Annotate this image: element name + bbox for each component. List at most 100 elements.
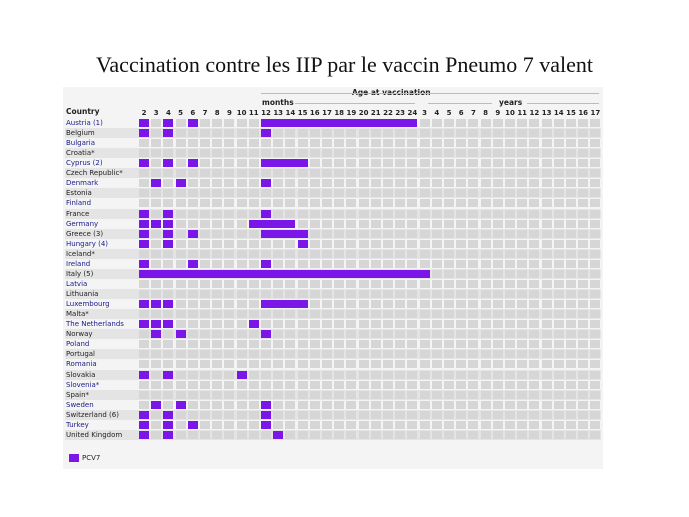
- schedule-cell: [553, 269, 564, 278]
- schedule-cell: [322, 390, 332, 399]
- schedule-cell: [517, 350, 528, 359]
- schedule-cell: [346, 420, 357, 429]
- schedule-cell: [492, 390, 503, 399]
- schedule-cell: [285, 430, 296, 439]
- schedule-cell: [334, 229, 345, 238]
- schedule-cell: [566, 330, 576, 339]
- schedule-cell: [480, 310, 491, 319]
- schedule-cell: [200, 189, 210, 198]
- schedule-cell: [517, 310, 528, 319]
- schedule-cell: [468, 199, 479, 208]
- schedule-cell: [236, 169, 247, 178]
- schedule-cell: [309, 370, 320, 379]
- schedule-cell: [541, 199, 552, 208]
- schedule-cell: [383, 139, 393, 148]
- schedule-cell: [517, 249, 528, 258]
- schedule-cell: [175, 420, 186, 429]
- schedule-cell: [566, 370, 576, 379]
- schedule-cell: [346, 259, 357, 268]
- schedule-cell: [383, 259, 393, 268]
- schedule-cell: [200, 169, 210, 178]
- schedule-cell: [492, 350, 503, 359]
- schedule-cell: [505, 229, 515, 238]
- schedule-cell: [395, 370, 406, 379]
- vaccination-dose-bar: [163, 209, 174, 218]
- schedule-cell: [566, 239, 576, 248]
- schedule-cell: [553, 310, 564, 319]
- vaccination-dose-bar: [261, 129, 271, 138]
- schedule-cell: [468, 310, 479, 319]
- schedule-cell: [212, 259, 223, 268]
- schedule-cell: [541, 209, 552, 218]
- schedule-cell: [224, 430, 235, 439]
- schedule-cell: [492, 209, 503, 218]
- schedule-cell: [444, 239, 454, 248]
- schedule-cell: [517, 420, 528, 429]
- schedule-cell: [431, 209, 442, 218]
- schedule-cell: [468, 129, 479, 138]
- schedule-cell: [175, 410, 186, 419]
- schedule-cell: [273, 179, 284, 188]
- schedule-cell: [334, 129, 345, 138]
- schedule-cell: [431, 410, 442, 419]
- schedule-cell: [236, 330, 247, 339]
- schedule-cell: [395, 430, 406, 439]
- schedule-cell: [212, 290, 223, 299]
- age-tick-years-8: 8: [483, 109, 489, 117]
- schedule-cell: [590, 219, 601, 228]
- schedule-cell: [139, 179, 149, 188]
- schedule-cell: [590, 119, 601, 127]
- schedule-cell: [419, 259, 430, 268]
- schedule-cell: [395, 259, 406, 268]
- schedule-cell: [395, 320, 406, 329]
- schedule-cell: [590, 169, 601, 178]
- schedule-cell: [334, 189, 345, 198]
- schedule-cell: [358, 370, 369, 379]
- schedule-cell: [175, 370, 186, 379]
- vaccination-dose-bar: [261, 259, 271, 268]
- schedule-cell: [358, 310, 369, 319]
- age-tick-years-6: 6: [458, 109, 464, 117]
- schedule-cell: [419, 249, 430, 258]
- schedule-cell: [456, 370, 467, 379]
- schedule-cell: [236, 149, 247, 158]
- schedule-cell: [261, 189, 271, 198]
- schedule-cell: [444, 370, 454, 379]
- vaccination-dose-bar: [261, 410, 271, 419]
- schedule-cell: [248, 430, 259, 439]
- schedule-cell: [395, 129, 406, 138]
- age-tick-months-12: 12: [261, 109, 271, 117]
- schedule-cell: [517, 320, 528, 329]
- vaccination-dose-bar: [139, 370, 149, 379]
- schedule-cell: [261, 279, 271, 288]
- schedule-cell: [480, 159, 491, 168]
- schedule-cell: [419, 279, 430, 288]
- schedule-cell: [529, 410, 540, 419]
- age-tick-years-3: 3: [422, 109, 428, 117]
- schedule-cell: [456, 259, 467, 268]
- schedule-cell: [431, 279, 442, 288]
- vaccination-dose-bar: [261, 300, 308, 309]
- schedule-cell: [346, 320, 357, 329]
- years-rule: [428, 103, 492, 104]
- schedule-cell: [285, 169, 296, 178]
- schedule-cell: [200, 380, 210, 389]
- schedule-cell: [273, 330, 284, 339]
- schedule-cell: [370, 189, 381, 198]
- schedule-cell: [407, 149, 418, 158]
- schedule-cell: [224, 320, 235, 329]
- schedule-cell: [590, 420, 601, 429]
- schedule-cell: [309, 350, 320, 359]
- schedule-cell: [236, 229, 247, 238]
- age-tick-years-15: 15: [566, 109, 576, 117]
- schedule-cell: [285, 360, 296, 369]
- schedule-cell: [139, 350, 149, 359]
- schedule-cell: [444, 139, 454, 148]
- schedule-cell: [517, 209, 528, 218]
- schedule-cell: [407, 129, 418, 138]
- schedule-cell: [273, 360, 284, 369]
- schedule-cell: [248, 290, 259, 299]
- schedule-cell: [322, 279, 332, 288]
- schedule-cell: [261, 430, 271, 439]
- schedule-cell: [517, 149, 528, 158]
